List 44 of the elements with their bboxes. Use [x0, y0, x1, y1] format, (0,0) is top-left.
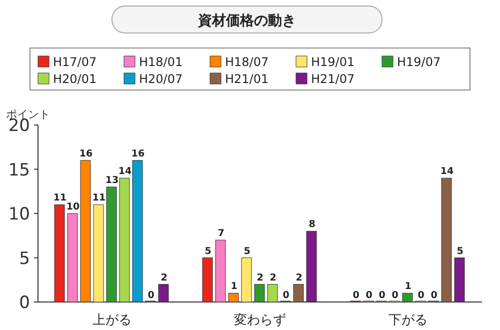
data-label: 14 — [118, 166, 132, 178]
y-tick-label: 10 — [8, 204, 30, 224]
data-label: 14 — [440, 166, 454, 178]
legend-label: H21/07 — [311, 72, 355, 86]
x-tick-label: 下がる — [388, 313, 428, 328]
data-label: 0 — [366, 290, 373, 301]
y-tick-label: 0 — [19, 293, 30, 313]
data-label: 0 — [148, 290, 155, 301]
data-label: 10 — [66, 202, 80, 212]
data-label: 0 — [282, 290, 290, 301]
y-tick-label: 5 — [19, 248, 30, 269]
legend-label: H18/07 — [225, 55, 269, 69]
data-label: 11 — [92, 192, 106, 204]
data-label: 2 — [296, 272, 302, 284]
data-label: 0 — [378, 290, 386, 301]
data-label: 5 — [244, 246, 250, 257]
legend-label: H19/07 — [397, 55, 441, 69]
legend-label: H17/07 — [53, 55, 97, 69]
legend-label: H20/01 — [53, 72, 97, 86]
data-label: 2 — [270, 272, 276, 284]
legend-label: H21/01 — [225, 72, 269, 86]
data-label: 11 — [53, 192, 67, 204]
data-label: 2 — [160, 272, 168, 284]
data-label: 16 — [131, 148, 145, 160]
legend-label: H20/07 — [139, 72, 183, 86]
data-label: 0 — [430, 290, 438, 301]
data-label: 1 — [404, 281, 412, 292]
data-label: 5 — [204, 246, 212, 257]
data-label: 7 — [218, 228, 224, 240]
data-label: 1 — [230, 281, 238, 292]
x-tick-label: 変わらず — [234, 312, 286, 328]
data-label: 0 — [392, 290, 399, 301]
data-label: 2 — [256, 272, 264, 284]
data-label: 0 — [418, 290, 425, 301]
legend-label: H19/01 — [311, 55, 355, 69]
legend-label: H18/01 — [139, 55, 183, 69]
data-label: 13 — [105, 174, 119, 186]
y-tick-label: 15 — [8, 160, 30, 180]
data-label: 8 — [308, 219, 316, 230]
x-tick-label: 上がる — [92, 313, 132, 328]
data-label: 5 — [456, 246, 464, 257]
data-label: 0 — [352, 290, 360, 301]
chart-title: 資材価格の動き — [197, 13, 296, 29]
data-label: 16 — [79, 148, 93, 160]
